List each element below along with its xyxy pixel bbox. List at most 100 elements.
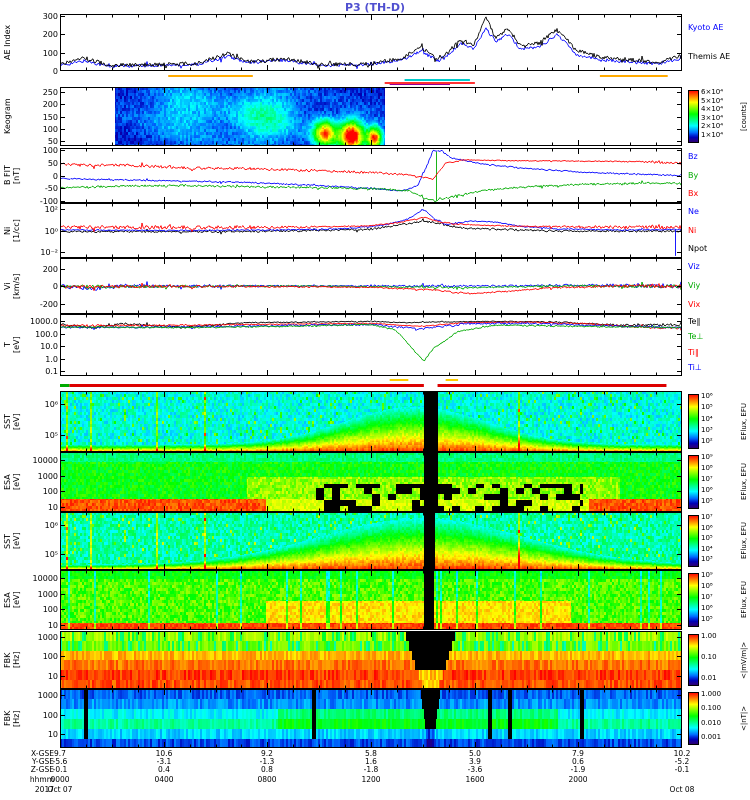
panel-ni: Ni [1/cc] 10² 10⁰ 10⁻² Ne Ni Npot [0,203,750,258]
series-label-ti: Ti⊥ [688,363,702,372]
panel-vi: Vi [km/s] 200 0 -200 Viz Viy Vix [0,258,750,314]
panel-temp: T [eV] 1000.0 100.0 10.0 1.0 0.1 Te∥ Te⊥ Ti∥ Ti⊥ [0,314,750,376]
colorbar-unit-label: EFlux, EFU [740,403,748,440]
ylabel-text: SST [3,413,12,430]
y-tick-label: 10⁻² [40,248,58,257]
y-tick-label: 250 [42,88,58,97]
y-tick-label: 1000 [37,590,58,599]
ephem-value: 9.2 [261,749,273,758]
colorbar-tick-label: 10⁵ [701,497,713,505]
y-tick-label: -200 [39,300,58,309]
panel-fbk_e: FBK [Hz] 1000 100 10 1.00 0.10 0.01 <|mV/m|> [0,631,750,689]
ephem-value: -3.6 [467,765,483,774]
sst_elec-plot-canvas [60,512,682,570]
panel-ylabel-vi: Vi [km/s] [3,258,21,314]
series-label-ni: Ni [688,226,697,235]
ephem-value: 10.6 [155,749,173,758]
y-tick-label: 100 [42,711,58,720]
panel-fbk_b: FBK [Hz] 1000 100 10 1.000 0.100 0.010 0.001 <|nT… [0,689,750,748]
series-label-kyotoae: Kyoto AE [688,23,724,32]
y-tick-label: 1000 [37,633,58,642]
y-tick-label: 1.0 [45,355,58,364]
colorbar-tick-label: 10² [701,437,713,445]
colorbar-tick-label: 10⁸ [701,582,713,590]
panel-esa_ion: ESA [eV] 10000 1000 100 10 10⁹ 10⁸ 10⁷ 10⁶ 10⁵ EFlu… [0,452,750,512]
fbk_e-plot-canvas [60,631,682,689]
panel-bfit: B FIT [nT] 100 50 0 -50 -100 Bz By Bx [0,146,750,206]
ephem-row-label: X-GSE [30,749,54,758]
esa_ion-plot-canvas [60,452,682,512]
y-tick-label: 150 [42,113,58,122]
y-tick-label: 0.1 [45,367,58,376]
colorbar-unit-label: EFlux, EFU [740,522,748,560]
panel-ylabel-bfit: B FIT [nT] [3,148,21,203]
ae-plot-canvas [60,14,682,71]
ylabel-unit: [nT] [12,167,21,184]
colorbar-unit-label: EFlux, EFU [740,581,748,619]
esa_elec-plot-canvas [60,570,682,630]
avail-plot-canvas [60,73,682,85]
y-tick-label: 100 [42,49,58,58]
ylabel-text: FBK [3,652,12,668]
series-label-themisae: Themis AE [688,52,731,61]
ylabel-unit: [eV] [12,336,21,354]
panel-ylabel-esa_elec: ESA [eV] [3,570,21,630]
colorbar-tick-label: 6×10⁴ [701,88,724,96]
y-tick-label: 300 [42,12,58,21]
colorbar-tick-label: 10⁵ [701,615,713,623]
panel-sst_elec: SST [eV] 10⁶ 10⁵ 10⁷ 10⁶ 10⁵ 10⁴ 10³ EFlux, EFU [0,512,750,570]
y-tick-label: 10² [44,205,58,214]
y-tick-label: 1000 [37,691,58,700]
panel-ylabel-sst_elec: SST [eV] [3,512,21,570]
colorbar-tick-label: 10⁶ [701,524,713,532]
series-label-vix: Vix [688,300,701,309]
series-label-te: Te⊥ [688,332,704,341]
esa_elec-colorbar [688,573,699,627]
y-tick-label: 200 [42,30,58,39]
colorbar-tick-label: 1.000 [701,690,722,698]
colorbar-tick-label: 4×10⁴ [701,105,724,113]
colorbar-unit-label: EFlux, EFU [740,463,748,501]
ylabel-text: FBK [3,710,12,727]
ephem-value: 9.7 [54,749,66,758]
y-tick-label: 10 [47,730,58,739]
y-tick-label: 10⁵ [44,550,58,559]
y-tick-label: 10⁶ [44,400,58,409]
y-tick-label: 50 [47,159,58,168]
ephem-value: 0.6 [572,757,584,766]
ephem-value: 0.4 [158,765,170,774]
colorbar-tick-label: 0.100 [701,704,722,712]
panel-esa_elec: ESA [eV] 10000 1000 100 10 10⁹ 10⁸ 10⁷ 10⁶ 10⁵ EFlu… [0,570,750,630]
hhmm-tick-label: 0400 [154,775,174,784]
y-tick-label: 100 [42,605,58,614]
y-tick-label: 100 [42,487,58,496]
y-tick-label: 10000 [32,456,58,465]
ephem-row-label: Z-GSE [30,765,54,774]
ylabel-text: Vi [3,282,12,290]
colorbar-tick-label: 3×10⁴ [701,114,724,122]
y-tick-label: 10 [47,621,58,630]
colorbar-tick-label: 0.01 [701,674,717,682]
ylabel-text: SST [3,533,12,549]
hhmm-tick-label: 0800 [257,775,277,784]
colorbar-tick-label: 10⁵ [701,403,713,411]
y-tick-label: 10⁵ [44,431,58,440]
bfit-plot-canvas [60,148,682,203]
fbk_b-plot-canvas [60,689,682,748]
y-tick-label: 10 [47,672,58,681]
colorbar-tick-label: 5×10⁴ [701,97,724,105]
temp-plot-canvas [60,314,682,376]
y-tick-label: 50 [47,137,58,146]
panel-ylabel-sst_ion: SST [eV] [3,391,21,452]
colorbar-tick-label: 10⁴ [701,545,713,553]
keogram-colorbar [688,90,699,143]
colorbar-tick-label: 10⁶ [701,604,713,612]
panel-ylabel-ae: AE Index [3,24,12,61]
series-label-bx: Bx [688,189,699,198]
y-tick-label: 10.0 [40,342,58,351]
panel-keogram: Keogram 250 200 150 100 50 6×10⁴ 5×10⁴ 4×10⁴ 3×10… [0,87,750,146]
hhmm-tick-label: 1600 [465,775,485,784]
colorbar-tick-label: 10⁸ [701,464,713,472]
colorbar-tick-label: 10⁷ [701,593,713,601]
